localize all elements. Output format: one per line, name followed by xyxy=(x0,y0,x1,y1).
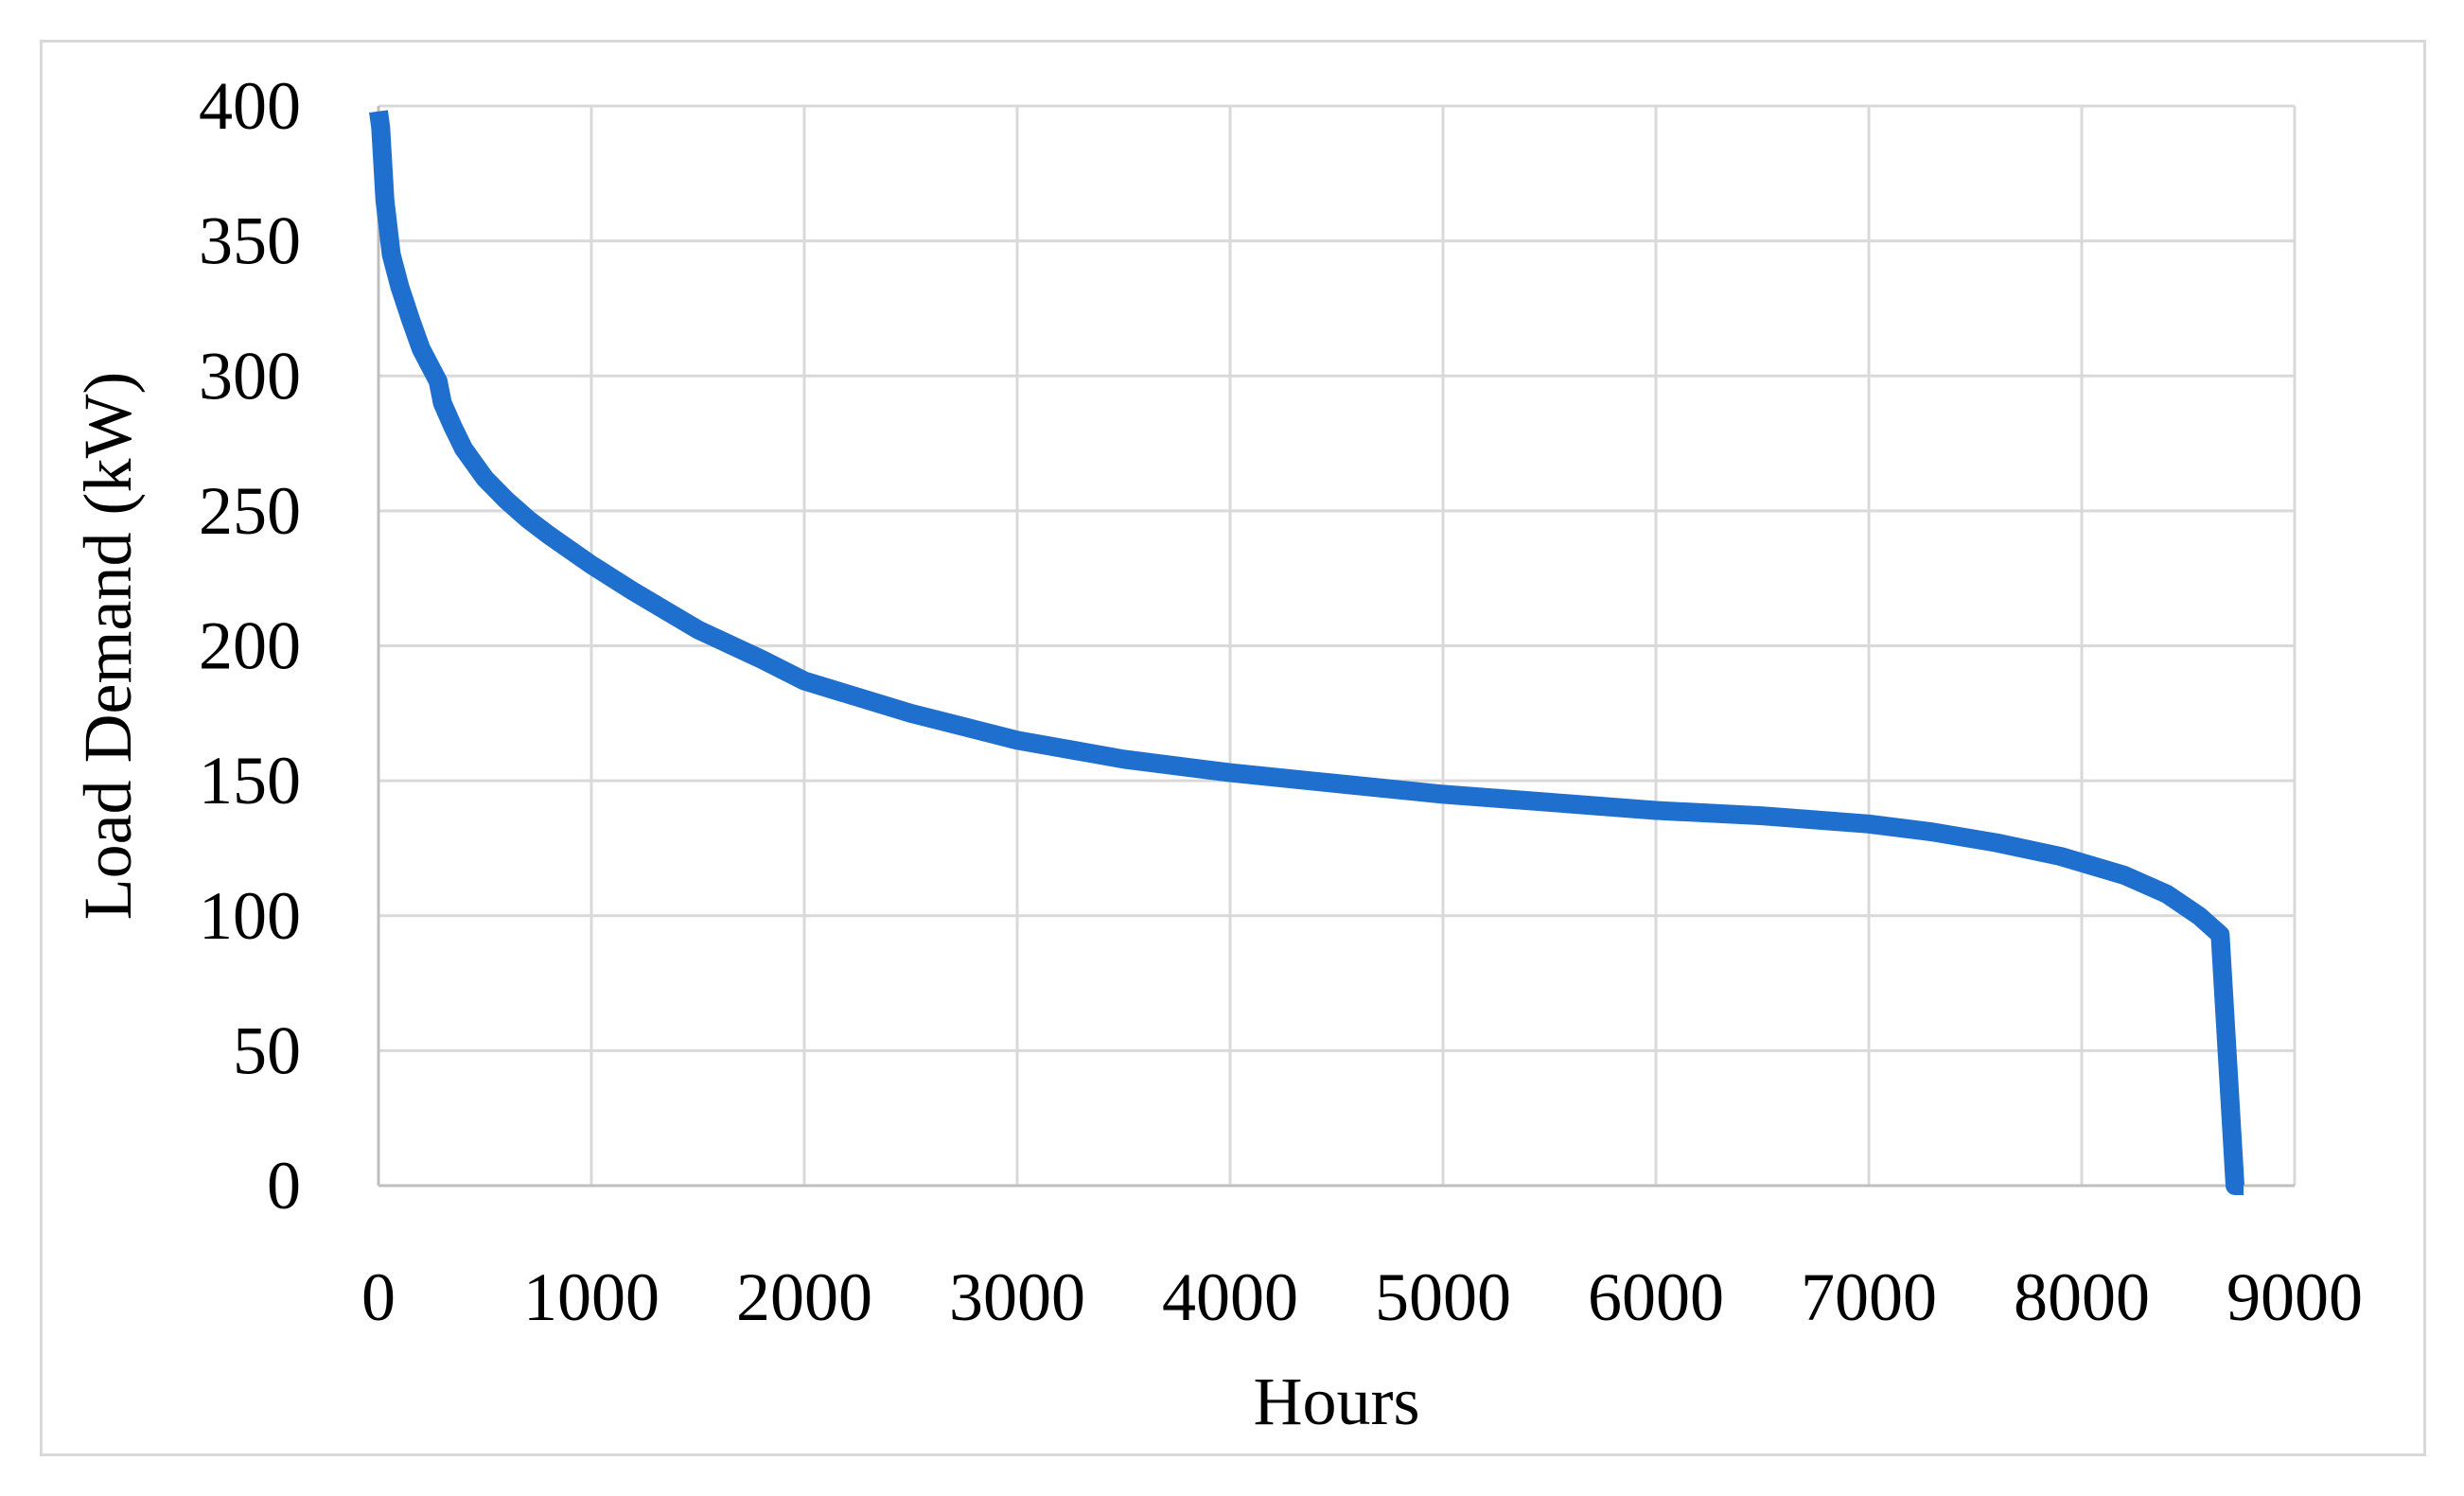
x-tick-label: 4000 xyxy=(1162,1259,1298,1335)
x-tick-label: 8000 xyxy=(2014,1259,2150,1335)
x-tick-label: 0 xyxy=(361,1259,396,1335)
x-tick-label: 1000 xyxy=(523,1259,660,1335)
y-tick-label: 350 xyxy=(199,203,301,279)
series-layer xyxy=(369,110,2251,1195)
series-line-0 xyxy=(369,110,2251,1195)
y-tick-label: 0 xyxy=(267,1148,301,1223)
y-axis-title: Load Demand (kW) xyxy=(70,372,146,921)
x-axis-title: Hours xyxy=(1254,1364,1420,1439)
x-tick-label: 5000 xyxy=(1375,1259,1511,1335)
y-tick-label: 150 xyxy=(199,743,301,818)
y-tick-label: 300 xyxy=(199,338,301,414)
gridlines xyxy=(378,104,2297,1186)
axes xyxy=(377,106,2295,1188)
x-tick-label: 9000 xyxy=(2226,1259,2363,1335)
x-tick-label: 2000 xyxy=(736,1259,872,1335)
x-tick-label: 3000 xyxy=(949,1259,1085,1335)
y-tick-label: 250 xyxy=(199,473,301,549)
y-tick-label: 400 xyxy=(199,68,301,144)
y-tick-label: 200 xyxy=(199,608,301,684)
y-tick-label: 50 xyxy=(233,1012,301,1088)
x-tick-label: 7000 xyxy=(1801,1259,1937,1335)
x-tick-label: 6000 xyxy=(1588,1259,1724,1335)
chart-frame xyxy=(40,40,2426,1456)
y-tick-label: 100 xyxy=(199,878,301,954)
